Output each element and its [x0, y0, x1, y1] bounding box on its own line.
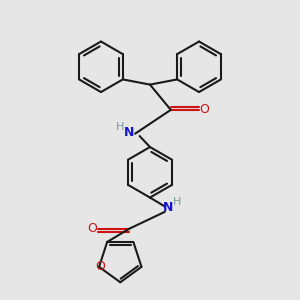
Text: N: N: [163, 201, 173, 214]
Text: O: O: [200, 103, 209, 116]
Text: H: H: [116, 122, 124, 132]
Text: H: H: [173, 197, 182, 207]
Text: O: O: [88, 222, 98, 235]
Text: O: O: [95, 260, 105, 273]
Text: N: N: [123, 126, 134, 139]
